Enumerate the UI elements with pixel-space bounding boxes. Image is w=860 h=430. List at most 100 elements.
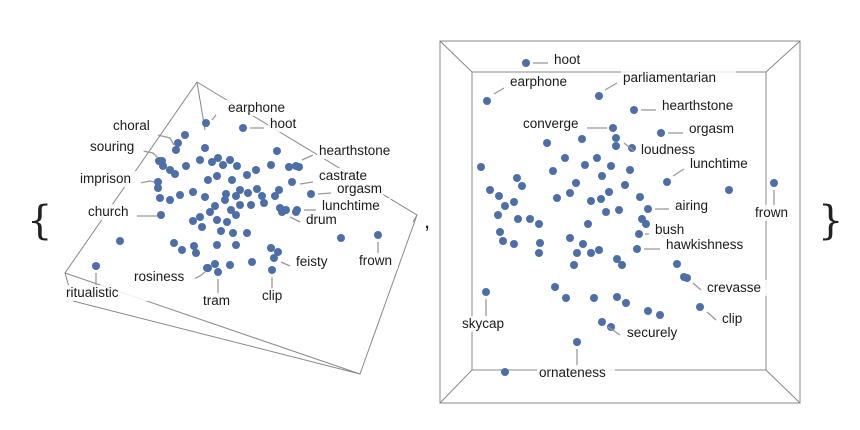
plot-1-label-background [320,198,391,214]
plot-2-point [581,161,589,169]
plot-2-leader-line [692,282,702,291]
plot-1-point [270,254,278,262]
close-brace: } [818,198,843,244]
plot-1-point [248,258,256,266]
plot-1-point [170,239,178,247]
plot-1-point [267,244,275,252]
separator-comma: , [424,208,430,233]
plot-1-leader-line [157,134,175,146]
plot-2-point [622,299,630,307]
plot-2-point [644,307,652,315]
plot-1-point [202,119,210,127]
plot-1-point [189,217,197,225]
plot-1-point [273,147,281,155]
plot-2-label-background [664,237,750,253]
plot-1-point [253,185,261,193]
plot-1-point [178,246,186,254]
plot-2-point [501,368,509,376]
plot-1-point [219,161,227,169]
plot-1-point [154,178,162,186]
plot-1-point [226,261,234,269]
plot-2-point [535,220,543,228]
plot-1-point [275,186,283,194]
plot-1-point-label: castrate [319,168,367,183]
plot-1-label-background [294,254,343,270]
plot-2-point [613,255,621,263]
plot-1-point [201,144,209,152]
plot-1-label-background [86,204,135,220]
plot-2-point-label: crevasse [707,280,761,295]
open-brace: { [27,198,52,244]
plot-2-label-background [688,156,759,172]
plot-1-point [190,242,198,250]
plot-2-point [633,245,641,253]
plot-1-labels: choral souring imprison church ritualistic ea… [64,100,403,309]
plot-2-point [514,215,522,223]
plot-1-point [285,163,293,171]
plot-1-leader-line [289,216,301,223]
plot-1-point [243,171,251,179]
plot-2-point [510,240,518,248]
plot-2-point [535,249,543,257]
plot-1-label-background [78,171,142,187]
plot-2-point [573,338,581,346]
plot-2-point [496,228,504,236]
plot-1-point [260,199,268,207]
plot-1-leader-line [211,114,217,121]
plot-2-point [543,139,551,147]
plot-2-point-label: skycap [462,316,504,331]
plot-2-point [725,186,733,194]
plot-1-point [214,268,222,276]
plot-1-point [201,193,209,201]
plot-2-point [477,163,485,171]
plot-2-point [597,195,605,203]
plot-1-point [239,124,247,132]
plot-2-labels: hoot earphone parliamentarian hearthstone co… [460,52,794,381]
plot-2-point [657,129,665,137]
plot-1-point [244,189,252,197]
plot-1-leader-line [139,180,155,184]
plot-2-point [607,162,615,170]
plot-1-point-label: clip [262,288,282,303]
plot-1-point [92,262,100,270]
plot-1-label-background [304,212,338,228]
plot-1-points [92,119,382,276]
plot-1-point [226,156,234,164]
plot-2-leader-line [623,142,635,152]
plot-1-point [228,176,236,184]
plot-2-point-label: orgasm [689,121,734,136]
plot-2-point-label: hearthstone [662,98,733,113]
plot-2-label-background [660,98,746,114]
plot-1-point [158,157,166,165]
plot-2-point-label: clip [722,311,742,326]
plot-1-point [181,131,189,139]
plot-1-point [154,184,162,192]
plot-1-point [172,146,180,154]
plot-2-point [495,192,503,200]
plot-1-leader-line [301,154,314,161]
plot-1-leader-line [280,261,291,267]
plot-2-leader-line [604,82,618,91]
plot-1-point [243,229,251,237]
plot-1-point [176,191,184,199]
plot-1-point [196,156,204,164]
plot-1-point [267,161,275,169]
plot-2-point [593,154,601,162]
plot-1-point-label: choral [113,118,150,133]
plot-2-point [621,181,629,189]
plot-1-point-label: church [88,204,129,219]
plot-2-point [644,205,652,213]
plot-2-point [513,174,521,182]
plot-2-point [518,182,526,190]
plot-1-point-label: drum [306,212,337,227]
plot-1-point [232,241,240,249]
plot-2-label-background [552,52,586,68]
plot-1-point [288,178,296,186]
plot-1-point [247,201,255,209]
plot-2-box [439,40,801,404]
plot-2-point [656,311,664,319]
plot-1-label-background [268,116,302,132]
plot-2-point [562,294,570,302]
plot-2-point [595,92,603,100]
plot-1-leader-line [142,150,159,159]
